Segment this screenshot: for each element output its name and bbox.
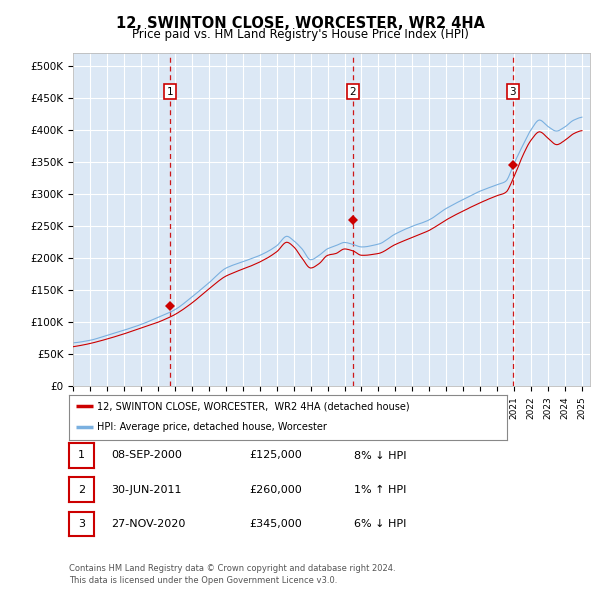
Text: 3: 3 [78,519,85,529]
Text: 8% ↓ HPI: 8% ↓ HPI [354,451,407,460]
Text: 1% ↑ HPI: 1% ↑ HPI [354,485,406,494]
Text: 08-SEP-2000: 08-SEP-2000 [111,451,182,460]
Text: Contains HM Land Registry data © Crown copyright and database right 2024.
This d: Contains HM Land Registry data © Crown c… [69,564,395,585]
Text: 1: 1 [167,87,173,97]
Text: 6% ↓ HPI: 6% ↓ HPI [354,519,406,529]
Text: 3: 3 [509,87,516,97]
Text: 2: 2 [350,87,356,97]
Text: HPI: Average price, detached house, Worcester: HPI: Average price, detached house, Worc… [97,422,328,432]
Text: £260,000: £260,000 [249,485,302,494]
Text: 2: 2 [78,485,85,494]
Text: 27-NOV-2020: 27-NOV-2020 [111,519,185,529]
Text: £345,000: £345,000 [249,519,302,529]
Text: £125,000: £125,000 [249,451,302,460]
Text: 1: 1 [78,451,85,460]
Text: 12, SWINTON CLOSE, WORCESTER,  WR2 4HA (detached house): 12, SWINTON CLOSE, WORCESTER, WR2 4HA (d… [97,401,410,411]
Text: Price paid vs. HM Land Registry's House Price Index (HPI): Price paid vs. HM Land Registry's House … [131,28,469,41]
Text: 30-JUN-2011: 30-JUN-2011 [111,485,182,494]
Text: 12, SWINTON CLOSE, WORCESTER, WR2 4HA: 12, SWINTON CLOSE, WORCESTER, WR2 4HA [115,16,485,31]
